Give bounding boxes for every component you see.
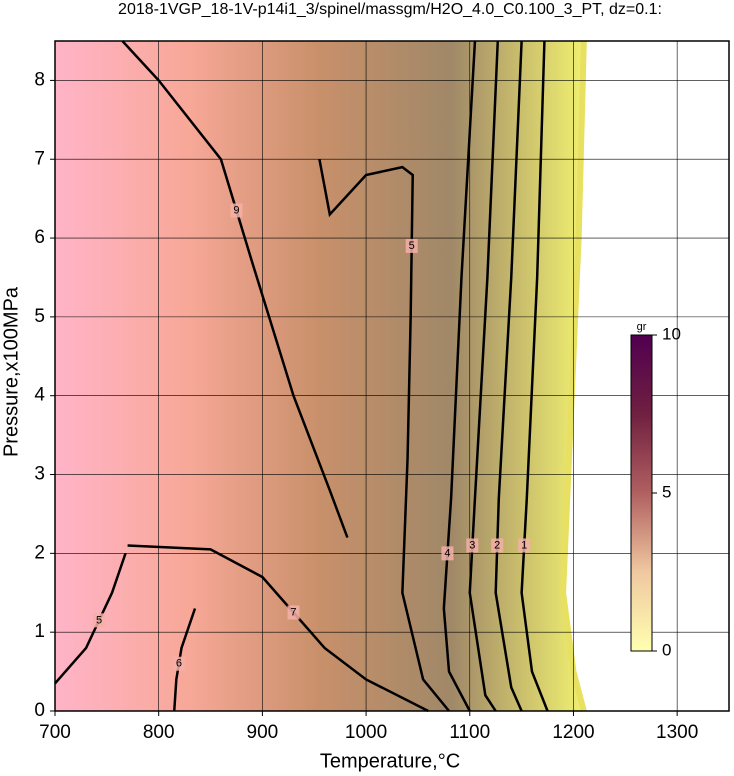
x-tick-label: 800 [143,722,175,743]
y-tick-label: 2 [34,542,45,563]
y-tick-label: 0 [34,700,45,721]
x-tick-label: 1000 [345,722,387,743]
y-tick-label: 8 [34,69,45,90]
y-tick-label: 3 [34,464,45,485]
x-axis-label: Temperature,°C [320,750,460,772]
contour-label: 5 [96,614,102,626]
field-fill [55,41,584,711]
contour-label: 9 [233,204,239,216]
x-tick-label: 700 [39,722,71,743]
contour-label: 6 [176,658,182,670]
contour-label: 5 [409,240,415,252]
contour-label: 4 [444,547,450,559]
contour-label-bg [172,656,185,671]
contour-label-bg [491,538,504,553]
colorbar-label: gr [637,321,647,333]
colorbar [630,334,653,652]
x-tick-label: 900 [247,722,279,743]
contour-label-bg [441,546,454,561]
colorbar-tick-label: 10 [662,324,681,343]
contour-label-bg [230,203,243,218]
contour-line [121,40,349,539]
y-axis-label: Pressure,x100MPa [0,286,22,457]
contour-label-bg [287,605,300,620]
x-tick-label: 1200 [552,722,594,743]
boundary-line [560,40,587,712]
y-tick-label: 1 [34,621,45,642]
contour-label-bg [518,538,531,553]
contour-label: 7 [290,606,296,618]
contour-label: 3 [469,539,475,551]
contour-label: 1 [521,539,527,551]
y-tick-label: 5 [34,306,45,327]
x-tick-label: 1100 [449,722,490,743]
y-tick-label: 4 [34,385,45,406]
contour-label-bg [466,538,479,553]
contour-label-bg [93,613,106,628]
contour-label: 2 [494,539,500,551]
contour-label-bg [405,238,418,253]
colorbar-tick-label: 0 [662,640,671,659]
x-tick-label: 1300 [656,722,698,743]
chart-title: 2018-1VGP_18-1V-p14i1_3/spinel/massgm/H2… [118,1,662,18]
y-tick-label: 6 [34,227,45,248]
plot-frame [54,40,730,712]
colorbar-tick-label: 5 [662,482,671,501]
y-tick-label: 7 [34,148,45,169]
